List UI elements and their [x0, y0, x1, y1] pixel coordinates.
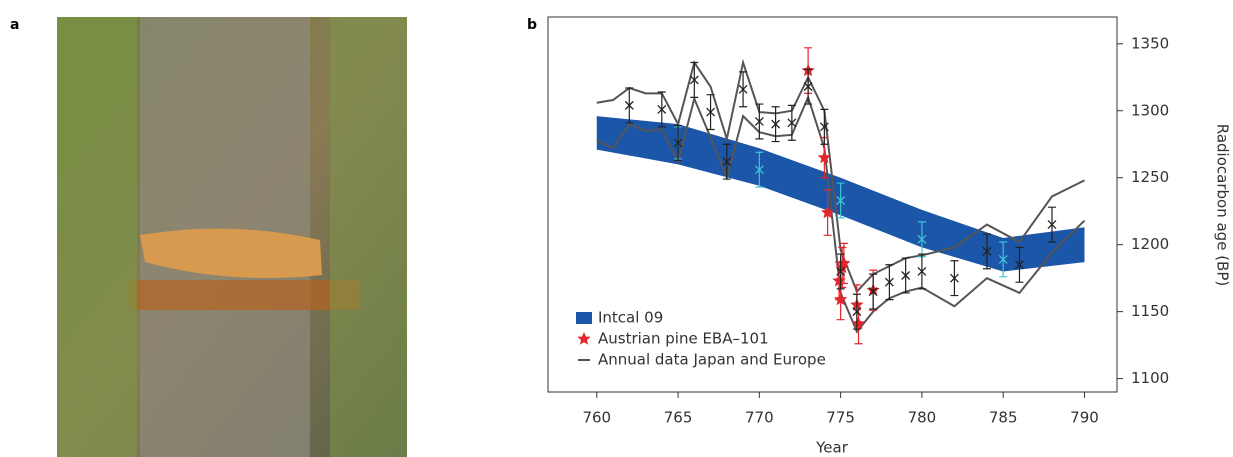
photo: [57, 17, 407, 457]
x-marker: [738, 84, 748, 94]
x-marker: [803, 82, 813, 92]
x-marker: [657, 104, 667, 114]
x-tick-label: 780: [908, 409, 937, 427]
x-axis-label: Year: [815, 439, 849, 457]
y-tick-label: 1350: [1131, 34, 1169, 52]
star-marker: [837, 256, 851, 270]
star-marker: [817, 150, 831, 164]
legend-label: Intcal 09: [598, 309, 663, 327]
x-marker: [1047, 220, 1057, 230]
x-marker: [982, 246, 992, 256]
x-marker: [917, 267, 927, 276]
x-marker: [949, 273, 959, 283]
y-tick-label: 1300: [1131, 101, 1169, 119]
envelope-line: [596, 94, 1086, 334]
star-marker: [851, 316, 866, 330]
plot-frame: [547, 16, 1118, 393]
legend-label: Austrian pine EBA–101: [598, 330, 769, 348]
x-tick-label: 760: [582, 409, 611, 427]
x-tick-label: 775: [826, 409, 855, 427]
x-marker: [917, 234, 927, 244]
x-marker: [673, 138, 683, 148]
x-marker: [771, 119, 781, 129]
x-marker: [624, 100, 634, 110]
x-marker: [836, 196, 846, 205]
x-tick-label: 785: [989, 409, 1018, 427]
panel-label: b: [527, 17, 537, 33]
star-marker: [821, 205, 835, 219]
star-marker: [834, 292, 848, 306]
legend-swatch: [577, 332, 591, 345]
x-tick-label: 790: [1070, 409, 1099, 427]
x-marker: [689, 75, 699, 85]
x-marker: [901, 271, 911, 280]
y-tick-label: 1250: [1131, 168, 1169, 186]
x-marker: [754, 117, 764, 126]
y-tick-label: 1200: [1131, 235, 1169, 253]
x-marker: [754, 165, 764, 175]
x-marker: [787, 118, 797, 128]
y-axis-label: Radiocarbon age (BP): [1214, 124, 1232, 286]
x-marker: [852, 307, 862, 317]
x-marker: [722, 157, 732, 167]
x-marker: [884, 277, 894, 287]
x-marker: [998, 254, 1008, 264]
x-marker: [868, 287, 878, 297]
y-tick-label: 1150: [1131, 302, 1169, 320]
envelope-line: [596, 58, 1085, 294]
x-marker: [1015, 260, 1024, 270]
legend-label: Annual data Japan and Europe: [598, 351, 826, 369]
panel-label: a: [10, 17, 19, 33]
x-tick-label: 765: [664, 409, 693, 427]
y-tick-label: 1100: [1131, 369, 1169, 387]
x-marker: [706, 107, 716, 117]
x-tick-label: 770: [745, 409, 774, 427]
legend-swatch: [576, 312, 592, 324]
x-marker: [819, 122, 829, 132]
x-marker: [836, 267, 846, 276]
